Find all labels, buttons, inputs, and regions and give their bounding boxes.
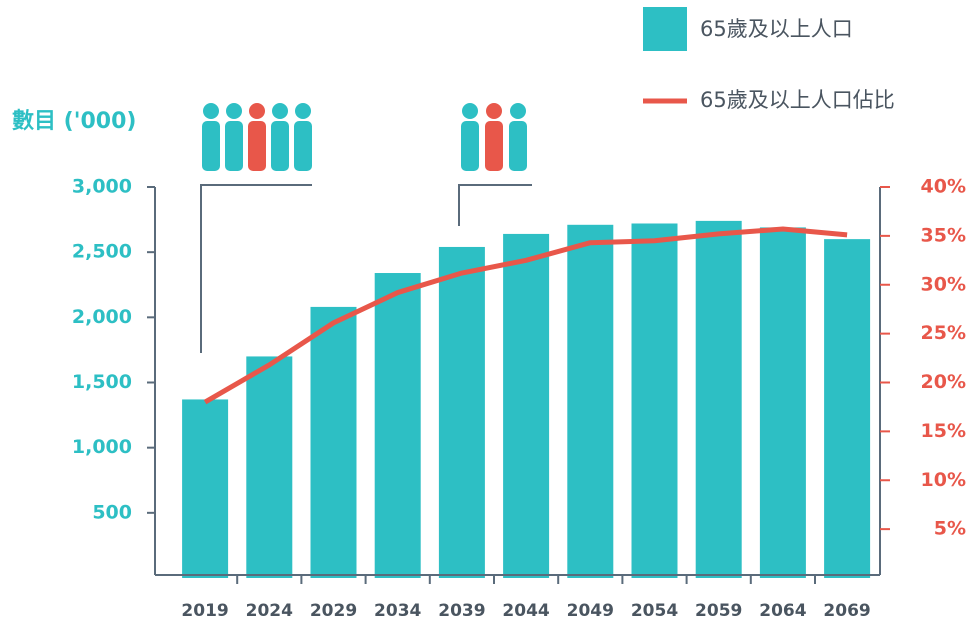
y-tick-label: 1,500 [72, 371, 132, 393]
legend-swatch [643, 7, 687, 51]
x-tick-label: 2034 [374, 601, 421, 621]
bar [631, 223, 678, 578]
people-icon-group [202, 103, 527, 171]
x-tick-label: 2054 [631, 601, 678, 621]
y2-tick-label: 5% [934, 518, 966, 540]
y2-tick-label: 30% [921, 273, 966, 295]
x-tick-label: 2019 [181, 601, 228, 621]
y-axis-label: 數目 ('000) [12, 109, 136, 134]
y-tick-label: 3,000 [72, 176, 132, 198]
line [203, 226, 848, 405]
x-tick-label: 2024 [246, 601, 293, 621]
bar [695, 220, 742, 579]
y-tick-label: 2,500 [72, 241, 132, 263]
y2-tick-label: 25% [921, 322, 966, 344]
y-tick-label: 500 [92, 501, 132, 523]
y-tick-label: 1,000 [72, 436, 132, 458]
bar [374, 273, 421, 578]
bar [759, 227, 806, 579]
legend-label: 65歲及以上人口 [700, 17, 853, 41]
bar [503, 233, 550, 579]
x-tick-label: 2039 [438, 601, 485, 621]
bracket [200, 184, 312, 353]
bar [567, 224, 614, 578]
bracket [458, 184, 532, 226]
bar [438, 246, 485, 578]
bar [246, 356, 293, 578]
y2-tick-label: 40% [921, 176, 966, 198]
y2-tick-label: 35% [921, 224, 966, 246]
x-tick-label: 2044 [502, 601, 549, 621]
bar [310, 306, 357, 578]
x-tick-label: 2049 [567, 601, 614, 621]
bar [824, 239, 871, 578]
x-tick-label: 2064 [759, 601, 806, 621]
x-tick-label: 2029 [310, 601, 357, 621]
legend-label: 65歲及以上人口佔比 [700, 88, 895, 112]
x-tick-label: 2069 [823, 601, 870, 621]
y-tick-label: 2,000 [72, 306, 132, 328]
y2-tick-label: 15% [921, 420, 966, 442]
y2-tick-label: 20% [921, 371, 966, 393]
x-tick-label: 2059 [695, 601, 742, 621]
y2-tick-label: 10% [921, 469, 966, 491]
bar [182, 399, 229, 578]
